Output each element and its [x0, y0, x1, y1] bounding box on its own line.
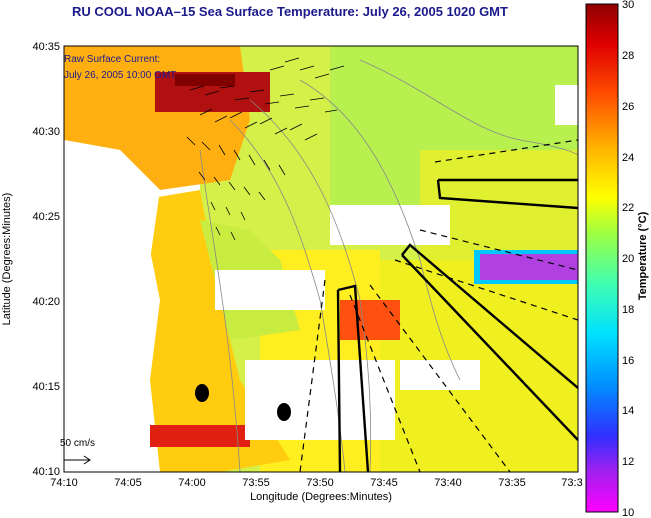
radar-footprints: [336, 178, 578, 472]
land-mass: [64, 140, 160, 472]
cb-tick-10: 10: [622, 507, 634, 518]
x-tick-5: 73:45: [370, 477, 398, 489]
plot-frame: [63, 45, 579, 473]
x-axis-label: Longitude (Degrees:Minutes): [250, 491, 392, 503]
cb-tick-24: 24: [622, 152, 634, 164]
cb-tick-14: 14: [622, 405, 634, 417]
current-vectors: [186, 57, 345, 241]
cb-tick-30: 30: [622, 0, 634, 11]
cb-tick-22: 22: [622, 202, 634, 214]
cb-tick-26: 26: [622, 101, 634, 113]
y-tick-0: 40:35: [32, 41, 60, 53]
map-title: RU COOL NOAA–15 Sea Surface Temperature:…: [72, 4, 508, 19]
y-tick-labels: 40:35 40:30 40:25 40:20 40:15 40:10: [32, 41, 60, 478]
cb-tick-16: 16: [622, 355, 634, 367]
y-tick-4: 40:15: [32, 381, 60, 393]
overlay-current-time: July 26, 2005 10:00 GMT: [64, 70, 176, 81]
colorbar-tick-labels: 30 28 26 24 22 20 18 16 14 12 10: [622, 0, 634, 518]
cb-tick-20: 20: [622, 253, 634, 265]
y-tick-5: 40:10: [32, 466, 60, 478]
x-tick-1: 74:05: [114, 477, 142, 489]
scale-label: 50 cm/s: [60, 438, 95, 449]
y-tick-1: 40:30: [32, 126, 60, 138]
x-tick-7: 73:35: [498, 477, 526, 489]
x-tick-0: 74:10: [50, 477, 78, 489]
radar-beam-lines: [299, 139, 578, 472]
cb-tick-12: 12: [622, 456, 634, 468]
overlay-current-label: Raw Surface Current:: [64, 54, 160, 65]
cb-tick-18: 18: [622, 304, 634, 316]
x-tick-8: 73:3: [561, 477, 582, 489]
cb-tick-28: 28: [622, 50, 634, 62]
x-tick-4: 73:50: [306, 477, 334, 489]
sst-field: [64, 46, 578, 472]
x-tick-6: 73:40: [434, 477, 462, 489]
y-tick-3: 40:20: [32, 296, 60, 308]
scale-arrow: [64, 455, 91, 465]
colorbar: [585, 3, 619, 513]
site-marker-west: [195, 384, 209, 402]
x-tick-2: 74:00: [178, 477, 206, 489]
y-tick-2: 40:25: [32, 211, 60, 223]
colorbar-label: Temperature (°C): [637, 211, 649, 300]
x-tick-3: 73:55: [242, 477, 270, 489]
site-marker-east: [277, 403, 291, 421]
y-axis-label: Latitude (Degrees:Minutes): [1, 193, 13, 326]
x-tick-labels: 74:10 74:05 74:00 73:55 73:50 73:45 73:4…: [50, 477, 582, 489]
